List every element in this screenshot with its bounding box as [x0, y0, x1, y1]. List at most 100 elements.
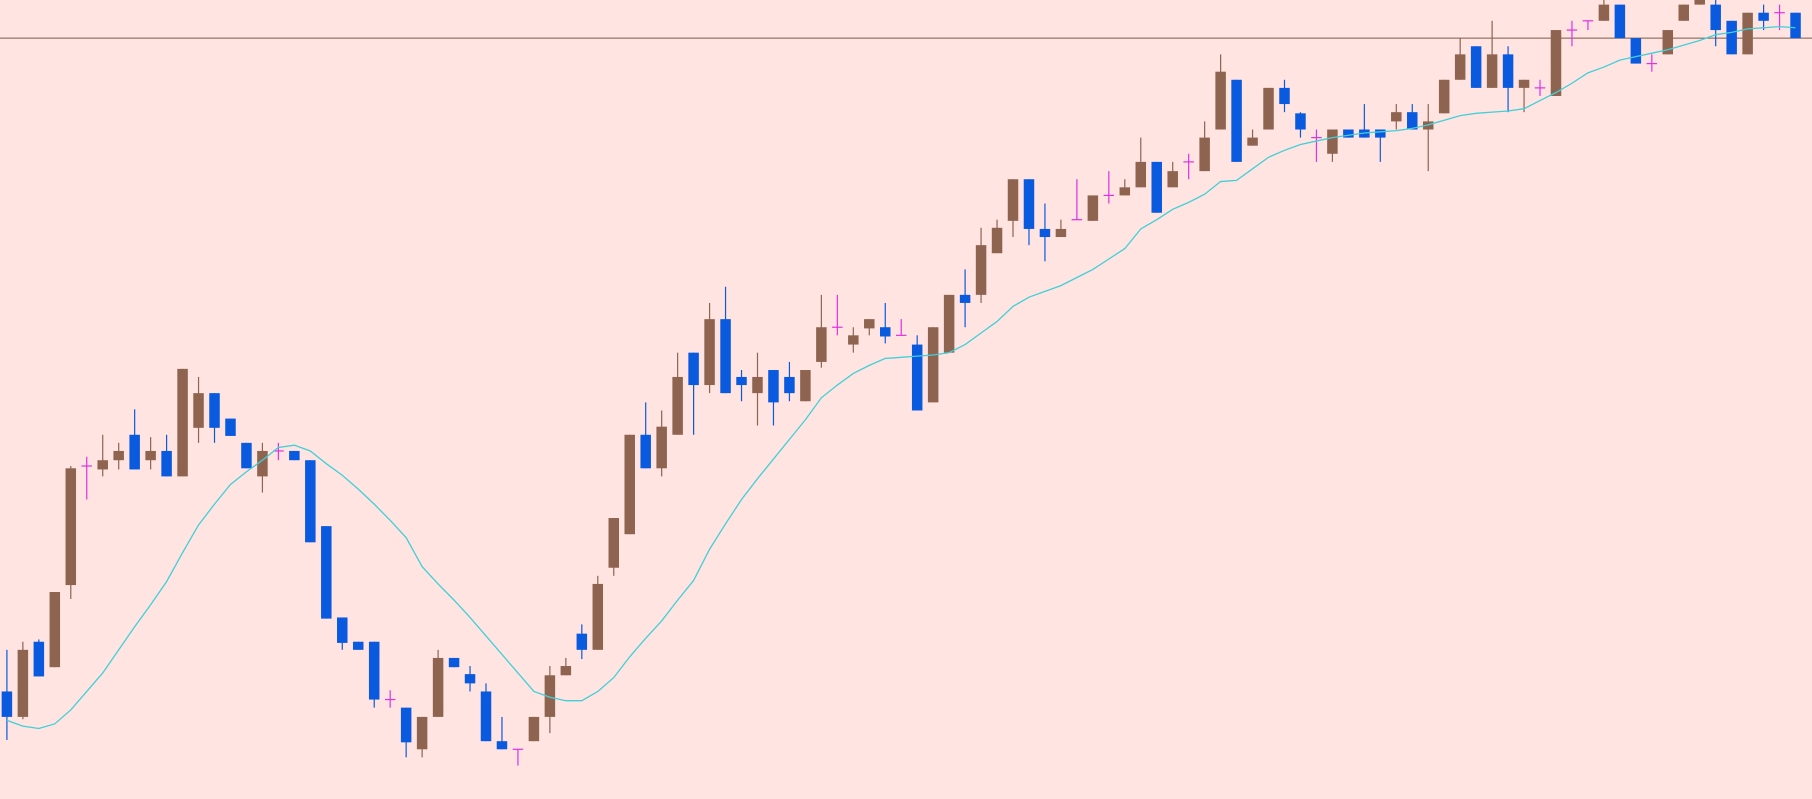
candle-body: [1550, 30, 1562, 96]
candle-body: [1486, 54, 1498, 88]
candle-body: [1215, 71, 1226, 130]
candle-body: [33, 641, 45, 677]
candle-body: [1407, 112, 1418, 130]
candle-body: [1694, 0, 1705, 5]
candle-body: [1470, 46, 1482, 88]
candle-body: [560, 666, 572, 676]
candle-body: [848, 335, 859, 345]
candle-body: [656, 426, 667, 469]
candle-body: [768, 370, 779, 403]
candle-body: [1247, 137, 1258, 146]
candle-body: [1119, 187, 1131, 196]
candle-body: [1742, 12, 1753, 55]
candle-body: [864, 319, 875, 329]
candle-body: [193, 393, 204, 428]
candle-body: [943, 294, 955, 353]
candle-body: [1, 691, 13, 717]
candle-body: [991, 227, 1003, 254]
candle-body: [113, 450, 124, 461]
candle-body: [1343, 129, 1354, 138]
candle-body: [257, 450, 268, 477]
candle-body: [1087, 195, 1099, 221]
candle-body: [1295, 113, 1306, 130]
candle-body: [209, 393, 220, 428]
candle-body: [97, 460, 108, 470]
candle-body: [1710, 4, 1721, 31]
candle-body: [1023, 179, 1035, 229]
candle-body: [800, 370, 811, 402]
candle-body: [784, 376, 795, 394]
candle-body: [911, 344, 923, 411]
candle-body: [432, 657, 444, 717]
candle-body: [880, 327, 891, 337]
candle-body: [688, 352, 699, 386]
candle-body: [1678, 4, 1689, 21]
candle-body: [368, 641, 380, 700]
candle-body: [448, 657, 460, 668]
moving-average: [6, 25, 1796, 730]
candle-body: [1758, 12, 1769, 21]
candle-body: [1502, 54, 1514, 88]
candle-body: [177, 368, 188, 477]
candle-body: [704, 319, 715, 386]
candle-body: [1007, 179, 1019, 221]
candle-body: [640, 434, 651, 469]
candle-body: [1151, 161, 1162, 213]
candle-body: [528, 716, 540, 742]
candle-body: [1263, 87, 1274, 130]
candle-body: [608, 518, 620, 568]
candle-body: [927, 327, 939, 403]
candle-body: [17, 649, 29, 717]
candle-body: [480, 691, 492, 742]
candle-body: [1135, 161, 1147, 188]
candle-body: [241, 442, 252, 469]
candle-body: [161, 450, 172, 477]
candle-body: [1055, 228, 1067, 238]
candle-body: [1662, 30, 1674, 55]
candle-body: [1614, 4, 1626, 39]
candle-body: [1231, 79, 1242, 162]
candle-body: [975, 245, 987, 295]
candle-body: [464, 674, 476, 684]
candle-body: [65, 468, 77, 586]
candle-body: [496, 741, 508, 750]
candle-body: [1327, 129, 1338, 154]
candle-body: [624, 434, 635, 535]
candle-body: [959, 294, 971, 303]
candle-body: [544, 675, 556, 717]
candle-body: [1391, 112, 1402, 122]
candle-body: [592, 583, 604, 650]
candle-body: [145, 450, 156, 461]
candle-body: [1518, 79, 1530, 88]
candle-body: [672, 376, 683, 435]
candle-body: [1790, 12, 1801, 39]
candle-body: [576, 633, 588, 650]
candle-body: [337, 617, 348, 643]
candle-body: [1454, 54, 1466, 80]
candle-body: [1630, 38, 1642, 64]
candle-body: [321, 526, 332, 619]
candle-body: [400, 707, 412, 743]
candle-body: [1598, 4, 1610, 21]
candle-body: [720, 319, 731, 394]
candle-body: [1375, 129, 1386, 138]
candle-body: [1438, 79, 1450, 114]
candle-body: [1726, 20, 1737, 55]
candle-body: [1199, 137, 1210, 172]
candle-body: [1279, 87, 1290, 105]
candle-body: [129, 434, 140, 470]
candle-body: [1167, 171, 1178, 188]
candle-body: [1039, 228, 1051, 238]
candle-body: [305, 460, 316, 543]
candle-body: [816, 327, 827, 362]
candle-body: [225, 418, 236, 436]
candle-body: [49, 592, 61, 668]
candle-body: [416, 716, 428, 750]
candle-body: [352, 641, 364, 650]
candle-body: [752, 376, 763, 394]
candle-body: [736, 376, 747, 386]
candle-body: [289, 450, 300, 461]
